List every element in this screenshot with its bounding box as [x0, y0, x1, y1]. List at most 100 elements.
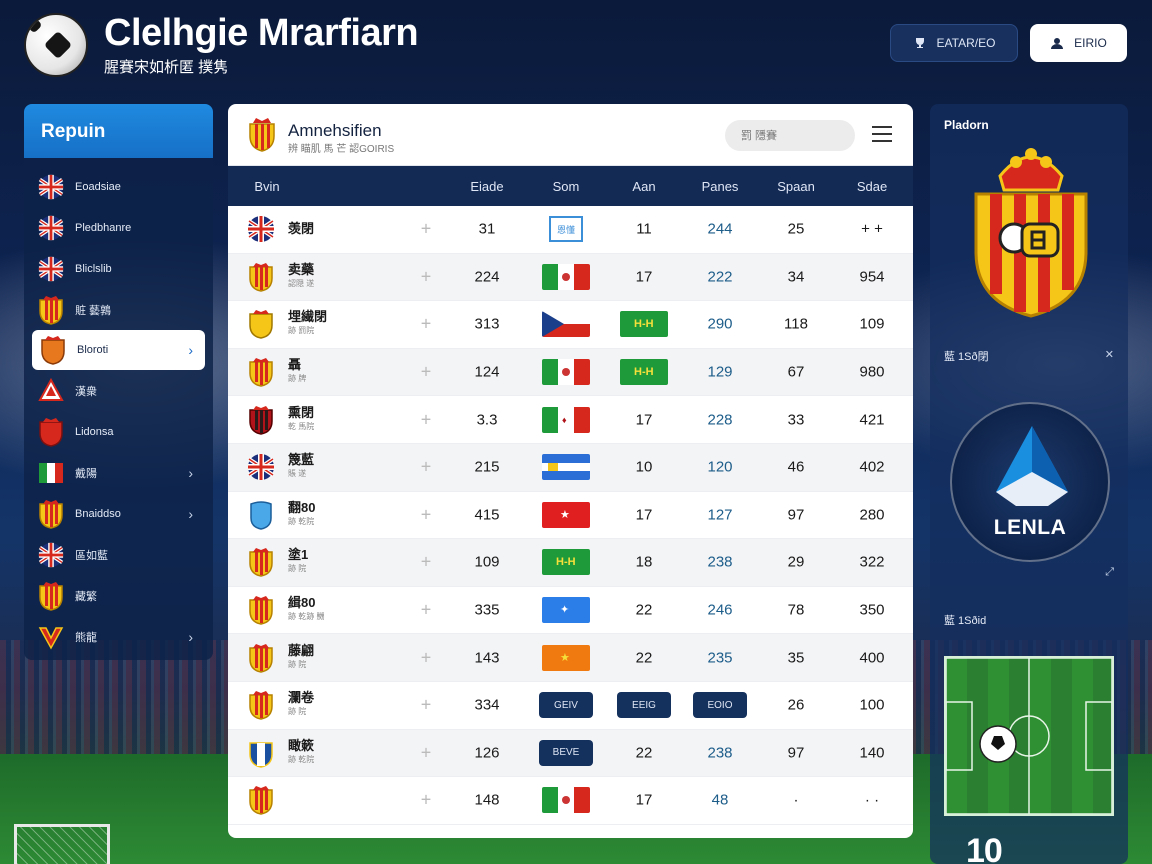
team-cell: 篾藍賬 遂 [246, 452, 336, 482]
col2-tag[interactable]: 恩懂 [549, 216, 583, 243]
add-icon[interactable]: + [420, 456, 432, 477]
sidebar-item-0[interactable]: Eoadsiae [24, 166, 213, 207]
col3-value: 22 [635, 601, 653, 619]
top-button-primary[interactable]: EATAR/EO [890, 24, 1018, 62]
col5-value: 97 [787, 506, 805, 524]
table-row[interactable]: 聶跡 牌 +124 H-H 129 67 980 [228, 348, 913, 397]
sidebar-item-11[interactable]: 熊龍 › [24, 616, 213, 657]
yellow-crest-icon [246, 309, 276, 340]
sidebar-item-4[interactable]: Bloroti › [32, 330, 205, 370]
cell-col5: 29 [761, 554, 831, 571]
table-row[interactable]: 瞰簌跡 乾院 +126 BEVE 22 238 97 140 [228, 729, 913, 778]
cell-col4: EOIO [685, 692, 755, 719]
add-icon[interactable]: + [420, 361, 432, 382]
top-button-secondary[interactable]: EIRIO [1030, 24, 1127, 62]
cell-col4: 244 [685, 221, 755, 238]
sidebar-item-7[interactable]: 戴陽 › [24, 452, 213, 493]
col1-value: 224 [474, 268, 500, 286]
close-icon[interactable]: ✕ [1104, 349, 1114, 361]
menu-icon[interactable] [872, 126, 892, 144]
col4-value: 290 [707, 315, 733, 333]
add-icon[interactable]: + [420, 789, 432, 810]
table-row[interactable]: 羡閉 +31 恩懂 11 244 25 + + [228, 206, 913, 254]
team-subname: 認隠 遂 [288, 278, 315, 288]
col2-flag-icon [531, 454, 601, 481]
standings-title: Amnehsifien [288, 121, 382, 140]
col4-pill[interactable]: EOIO [693, 692, 747, 719]
col2-flag-icon [531, 311, 601, 338]
col3-pill[interactable]: EEIG [617, 692, 671, 719]
table-row[interactable]: 藤翩跡 院 +143 ★ 22 235 35 400 [228, 634, 913, 682]
add-icon[interactable]: + [420, 218, 432, 239]
table-row[interactable]: 緝80 跡 乾跡 嬲 +335 ✦ 22 246 78 350 [228, 587, 913, 635]
table-row[interactable]: 卖藥 認隠 遂 +224 17 222 34 954 [228, 253, 913, 302]
col3-flag-icon: H-H [609, 311, 679, 338]
table-row[interactable]: 塗1 跡 院 +109 H-H 18 238 29 322 [228, 539, 913, 587]
sidebar-item-1[interactable]: Pledbhanre [24, 207, 213, 248]
add-icon[interactable]: + [420, 647, 432, 668]
table-row[interactable]: 翻80 跡 乾院 +415 ★ 17 127 97 280 [228, 492, 913, 540]
league-name: LENLA [993, 516, 1067, 539]
red-diamond-crest-icon [38, 377, 64, 402]
col6-value: 100 [859, 696, 885, 714]
sidebar-item-3[interactable]: 賍 藝鶉 [24, 289, 213, 330]
sidebar-item-8[interactable]: Bnaiddso › [24, 493, 213, 534]
team-cell: 緝80 跡 乾跡 嬲 [246, 595, 336, 625]
sidebar-item-2[interactable]: Bliclslib [24, 248, 213, 289]
cell-col1: 313 [452, 316, 522, 333]
col4-value: 127 [707, 506, 733, 524]
team-subname: 跡 乾院 [288, 754, 315, 764]
club-crest-icon [249, 118, 275, 152]
col2-pill[interactable]: BEVE [539, 739, 593, 766]
team-cell: 羡閉 [246, 214, 336, 244]
col2-pill[interactable]: GEIV [539, 692, 593, 719]
add-icon[interactable]: + [420, 409, 432, 430]
col2-flag-icon [531, 359, 601, 386]
table-row[interactable]: +148 17 48 · · · [228, 777, 913, 825]
team-cell: 瀾卷跡 院 [246, 690, 336, 720]
sidebar-item-6[interactable]: Lidonsa [24, 411, 213, 452]
add-icon[interactable]: + [420, 266, 432, 287]
cell-col6: · · [837, 792, 907, 809]
expand-icon[interactable]: ⤢ [1105, 566, 1114, 578]
sidebar-item-5[interactable]: 漢衆 [24, 370, 213, 411]
cell-col1: 31 [452, 221, 522, 238]
cell-col2: 恩懂 [531, 216, 601, 243]
table-row[interactable]: 埋繊閉跡 罰院 +313 H-H 290 118 109 [228, 301, 913, 349]
cell-col4: 246 [685, 602, 755, 619]
col3-value: 18 [635, 553, 653, 571]
col2-flag-icon: ★ [531, 644, 601, 671]
cell-col5: 34 [761, 268, 831, 285]
search-input[interactable] [725, 120, 855, 151]
add-icon[interactable]: + [420, 313, 432, 334]
sidebar-item-label: 漢衆 [75, 385, 97, 398]
team-name: 藤翩 [288, 642, 315, 658]
cell-col5: 26 [761, 697, 831, 714]
sidebar-item-10[interactable]: 藏繁 [24, 575, 213, 616]
sidebar-item-9[interactable]: 區如藍 [24, 534, 213, 575]
col-header-5[interactable]: Spaan [777, 179, 815, 194]
col-header-3[interactable]: Aan [632, 179, 656, 194]
sidebar-item-label: 賍 藝鶉 [75, 304, 112, 317]
col3-value: 22 [635, 649, 653, 667]
table-row[interactable]: 篾藍賬 遂 +215 10 120 46 402 [228, 443, 913, 492]
team-subname: 跡 牌 [288, 374, 307, 384]
table-row[interactable]: 熏閉乾 馬院 +3.3 ♦ 17 228 33 421 [228, 396, 913, 444]
add-icon[interactable]: + [420, 504, 432, 525]
col-header-1[interactable]: Eiade [470, 179, 504, 194]
sidebar-item-label: Bloroti [77, 344, 109, 356]
table-row[interactable]: 瀾卷跡 院 +334 GEIV EEIG EOIO 26 100 [228, 682, 913, 730]
team-cell: 塗1 跡 院 [246, 547, 336, 578]
col-header-6[interactable]: Sdae [856, 179, 888, 194]
add-icon[interactable]: + [420, 599, 432, 620]
add-icon[interactable]: + [420, 742, 432, 763]
add-icon[interactable]: + [420, 551, 432, 572]
col-header-4[interactable]: Panes [701, 179, 739, 194]
col-header-team[interactable]: Bvin [254, 179, 280, 194]
team-subname: 賬 遂 [288, 469, 307, 479]
team-cell: 藤翩跡 院 [246, 643, 336, 673]
team-cell: 卖藥 認隠 遂 [246, 262, 336, 292]
col-header-2[interactable]: Som [552, 179, 580, 194]
col6-value: + + [861, 220, 883, 238]
add-icon[interactable]: + [420, 694, 432, 715]
